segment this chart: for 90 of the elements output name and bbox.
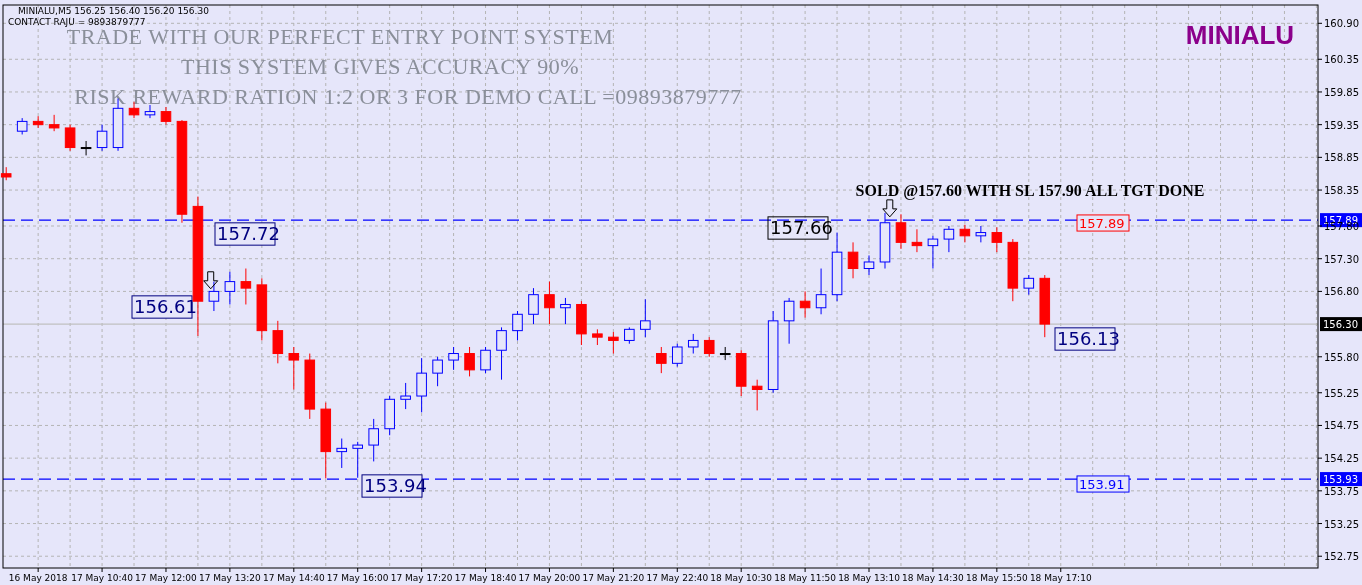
annotation: 157.72 [217, 223, 280, 245]
annotation: 153.91 [1079, 476, 1125, 492]
candlestick [48, 114, 60, 132]
candlestick [272, 320, 284, 364]
candlestick [1023, 274, 1035, 296]
y-tick-label: 158.35 [1324, 185, 1359, 197]
candlestick [368, 418, 379, 462]
candlestick [703, 336, 715, 358]
y-tick-label: 157.30 [1324, 253, 1359, 265]
y-tick-label: 159.35 [1324, 119, 1359, 131]
annotation: 156.13 [1057, 328, 1120, 350]
y-tick-label: 154.75 [1324, 420, 1359, 432]
x-tick-label: 17 May 21:20 [582, 573, 645, 583]
candlestick [959, 224, 971, 243]
candlestick [352, 441, 364, 479]
y-tick-label: 153.25 [1324, 518, 1359, 530]
candlestick [80, 140, 92, 156]
annotation: MINIALU,M5 156.25 156.40 156.20 156.30 [18, 6, 210, 16]
candlestick [208, 281, 220, 312]
ref-line-label: 153.93 [1323, 474, 1358, 486]
candlestick [991, 226, 1003, 253]
candlestick [687, 333, 699, 355]
candlestick [448, 346, 459, 371]
x-tick-label: 17 May 16:00 [326, 573, 389, 583]
candlestick [496, 326, 507, 381]
x-tick-label: 17 May 22:40 [646, 573, 709, 583]
candlestick [288, 346, 300, 390]
candlestick [336, 438, 348, 469]
candlestick [224, 271, 236, 305]
candlestick [400, 382, 411, 410]
candlestick [911, 228, 923, 253]
ref-line-label: 156.30 [1323, 319, 1358, 331]
y-tick-label: 154.25 [1324, 453, 1359, 465]
x-tick-label: 17 May 14:40 [262, 573, 325, 583]
x-tick-label: 18 May 14:30 [902, 573, 965, 583]
candlestick [432, 356, 443, 387]
candlestick [799, 290, 811, 319]
annotation: 157.66 [770, 217, 833, 239]
x-tick-label: 17 May 18:40 [454, 573, 517, 583]
candlestick [464, 346, 475, 377]
x-tick-label: 16 May 2018 [8, 573, 68, 583]
annotation: 156.61 [134, 296, 197, 318]
candlestick [608, 331, 619, 355]
x-tick-label: 17 May 10:40 [71, 573, 134, 583]
x-tick-label: 17 May 20:00 [518, 573, 581, 583]
candlestick [544, 281, 555, 325]
candlestick [895, 213, 907, 250]
y-tick-label: 160.35 [1324, 54, 1359, 66]
x-tick-label: 18 May 10:30 [710, 573, 773, 583]
candlestick [975, 225, 987, 243]
candlestick [240, 268, 252, 305]
x-tick-label: 17 May 12:00 [135, 573, 198, 583]
candlestick [943, 225, 955, 253]
candlestick [783, 297, 795, 345]
y-tick-label: 152.75 [1324, 551, 1359, 563]
candlestick [656, 346, 667, 374]
candlestick [96, 124, 108, 152]
candlestick [560, 297, 571, 325]
candlestick [640, 298, 651, 338]
candlestick [512, 310, 523, 341]
x-tick-label: 17 May 13:20 [199, 573, 262, 583]
candlestick [480, 346, 491, 374]
annotation: THIS SYSTEM GIVES ACCURACY 90% [180, 54, 580, 79]
y-tick-label: 156.80 [1324, 286, 1359, 298]
annotation: 157.89 [1079, 215, 1125, 231]
annotation: 153.94 [364, 475, 427, 497]
y-tick-label: 155.25 [1324, 387, 1359, 399]
candlestick [64, 124, 76, 152]
candlestick [815, 268, 827, 315]
candlestick [144, 104, 156, 119]
candlestick [416, 357, 427, 413]
x-tick-label: 18 May 17:10 [1029, 573, 1092, 583]
candlestick [863, 254, 875, 276]
text: MINIALU [1185, 20, 1295, 50]
x-tick-label: 18 May 15:50 [965, 573, 1028, 583]
annotation: RISK REWARD RATION 1:2 OR 3 FOR DEMO CALL =09893879777 [74, 84, 742, 109]
y-tick-label: 159.85 [1324, 86, 1359, 98]
candlestick [671, 343, 683, 368]
x-tick-label: 18 May 11:50 [774, 573, 837, 583]
candlestick [847, 241, 859, 279]
candlestick [751, 379, 763, 411]
candlestick [528, 287, 539, 325]
y-tick-label: 153.75 [1324, 485, 1359, 497]
y-tick-label: 160.90 [1324, 18, 1359, 30]
annotation: SOLD @157.60 WITH SL 157.90 ALL TGT DONE [855, 182, 1205, 200]
candlestick [927, 235, 939, 270]
y-tick-label: 155.80 [1324, 351, 1359, 363]
x-tick-label: 18 May 13:10 [838, 573, 901, 583]
y-tick-label: 158.85 [1324, 152, 1359, 164]
x-tick-label: 17 May 17:20 [390, 573, 453, 583]
